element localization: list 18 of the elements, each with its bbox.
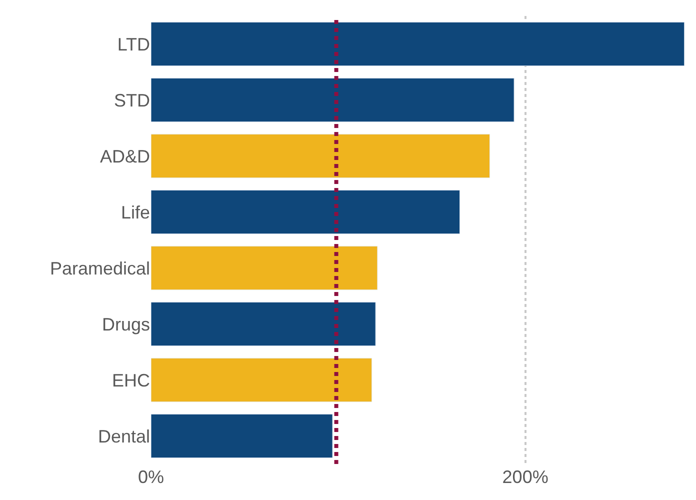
y-tick-label: AD&D (100, 146, 150, 166)
bar (151, 414, 333, 458)
bar (151, 358, 372, 402)
bar (151, 190, 460, 234)
y-tick-label: Life (120, 202, 150, 222)
y-tick-label: Paramedical (50, 258, 150, 278)
bar (151, 134, 490, 178)
y-tick-label: STD (114, 90, 150, 110)
bar (151, 78, 514, 122)
bar (151, 302, 376, 346)
y-tick-label: Dental (98, 426, 150, 446)
y-tick-label: LTD (117, 34, 150, 54)
bar (151, 22, 685, 66)
x-tick-label: 200% (502, 467, 548, 487)
bar (151, 246, 378, 290)
y-tick-label: EHC (112, 370, 150, 390)
y-tick-label: Drugs (102, 314, 150, 334)
x-tick-label: 0% (138, 467, 164, 487)
